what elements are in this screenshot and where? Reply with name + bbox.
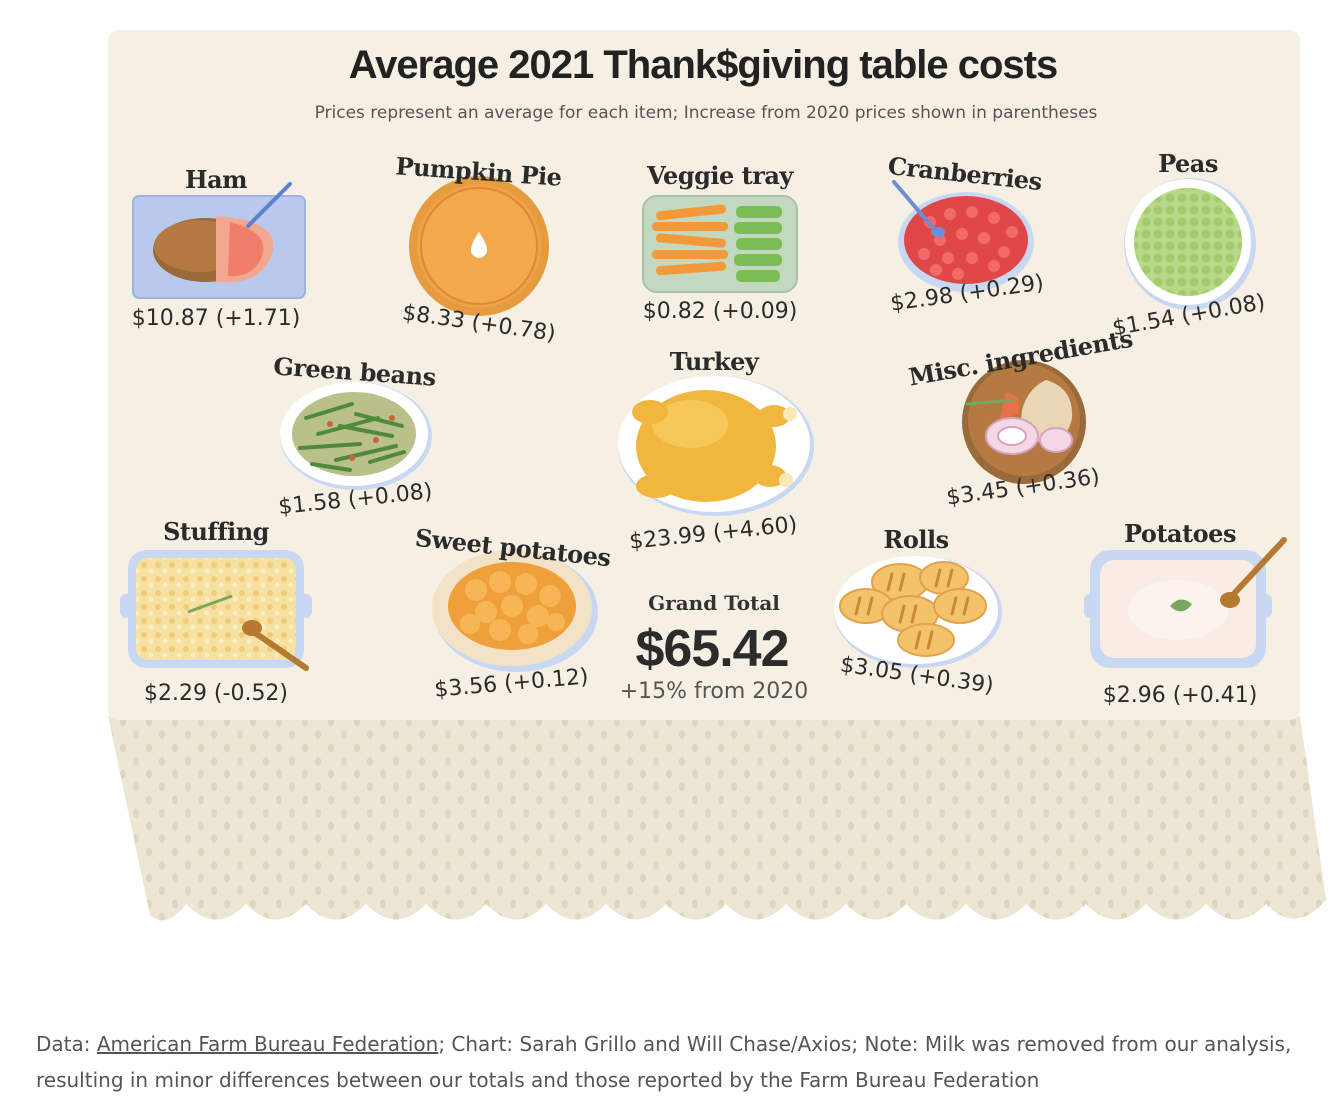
- ham-price: $10.87 (+1.71): [132, 306, 301, 331]
- pumpkin-pie-icon: [409, 176, 549, 316]
- turkey-icon: [618, 376, 814, 516]
- cranberries-icon: [892, 180, 1034, 292]
- source-link[interactable]: American Farm Bureau Federation: [96, 1032, 439, 1056]
- grand-total-label: Grand Total: [648, 591, 780, 615]
- grand-total-change: +15% from 2020: [620, 679, 809, 704]
- veggie-tray-icon: [642, 195, 798, 293]
- sweet-potatoes-icon: [432, 550, 598, 672]
- grand-total: Grand Total $65.42 +15% from 2020: [620, 591, 809, 704]
- rolls-icon: [834, 556, 1002, 668]
- stuffing-label: Stuffing: [163, 517, 270, 546]
- thanksgiving-table-chart: Average 2021 Thank$giving table costs Pr…: [108, 30, 1326, 921]
- green-beans-icon: [280, 382, 432, 490]
- veggie-tray-label: Veggie tray: [646, 161, 794, 190]
- peas-icon: [1124, 178, 1256, 310]
- turkey-label: Turkey: [670, 347, 760, 376]
- chart-title: Average 2021 Thank$giving table costs: [349, 43, 1058, 87]
- ham-icon: [132, 182, 306, 299]
- chart-subtitle: Prices represent an average for each ite…: [315, 103, 1098, 123]
- misc-ingredients-icon: [962, 360, 1086, 484]
- stuffing-icon: [120, 550, 312, 671]
- peas-label: Peas: [1158, 149, 1218, 178]
- veggie-tray-price: $0.82 (+0.09): [643, 299, 798, 324]
- stuffing-price: $2.29 (-0.52): [144, 681, 288, 706]
- grand-total-value: $65.42: [635, 620, 788, 678]
- chart-footer-note: Data: American Farm Bureau Federation; C…: [36, 1026, 1316, 1098]
- potatoes-price: $2.96 (+0.41): [1103, 683, 1258, 708]
- footer-prefix: Data:: [36, 1032, 97, 1056]
- ham-label: Ham: [185, 165, 247, 194]
- rolls-label: Rolls: [883, 525, 948, 554]
- footer-rest: ; Chart: Sarah Grillo and Will Chase/Axi…: [36, 1032, 1292, 1092]
- potatoes-label: Potatoes: [1124, 519, 1236, 548]
- potatoes-icon: [1084, 537, 1287, 668]
